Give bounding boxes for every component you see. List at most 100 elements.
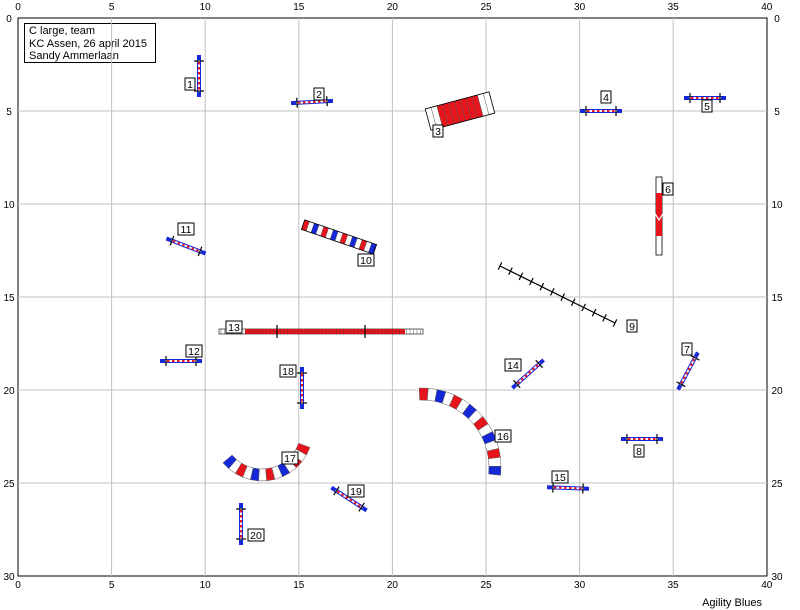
label-text: 9: [629, 321, 635, 333]
obstacle-label-2: 2: [313, 87, 325, 101]
jump-pole-stripe: [302, 101, 306, 104]
jump-1: [194, 55, 204, 97]
weave-pole: [518, 272, 524, 281]
jump-pole-stripe: [643, 438, 646, 440]
label-text: 13: [228, 322, 240, 334]
weave-pole: [529, 277, 534, 286]
jump-pole-stripe: [633, 438, 636, 440]
obstacle-label-9: 9: [626, 319, 638, 333]
jump-pole-stripe: [177, 360, 180, 362]
weave-pole: [549, 288, 555, 296]
label-box: [600, 90, 612, 104]
label-text: 19: [350, 486, 362, 498]
label-box: [247, 528, 265, 542]
y-tick-label-left: 30: [3, 572, 15, 583]
jump-pole-stripe: [187, 360, 190, 362]
jump-pole-stripe: [301, 389, 303, 392]
weave-poles-9: [497, 262, 618, 327]
jump-19: [330, 485, 368, 513]
jump-pole: [165, 360, 197, 362]
jump-pole-stripe: [322, 100, 326, 103]
jump-stand: [690, 354, 700, 361]
x-tick-label-bottom: 30: [574, 580, 586, 591]
jump-5: [684, 93, 726, 103]
label-box: [494, 429, 512, 443]
obstacle-label-7: 7: [681, 342, 693, 356]
label-text: 5: [704, 101, 710, 113]
x-tick-label-top: 20: [387, 2, 399, 13]
jump-pole-stripe: [301, 399, 303, 402]
x-tick-label-bottom: 35: [668, 580, 680, 591]
weave-pole: [497, 262, 503, 270]
obstacle-label-13: 13: [225, 320, 243, 334]
jump-pole-stripe: [573, 487, 577, 490]
jump-pole-stripe: [685, 371, 689, 376]
label-box: [177, 222, 195, 236]
x-tick-label-top: 40: [761, 2, 773, 13]
jump-pole: [585, 110, 617, 112]
label-text: 4: [603, 92, 609, 104]
jump-pole-stripe: [528, 370, 532, 375]
y-tick-label-left: 5: [6, 107, 12, 118]
obstacle-label-3: 3: [432, 124, 444, 138]
jump-pole-stripe: [167, 360, 170, 362]
jump-pole-stripe: [240, 515, 242, 518]
jump-pole-stripe: [689, 363, 693, 367]
dog-walk-13: [218, 325, 424, 338]
jump-pole-stripe: [612, 110, 615, 112]
label-text: 10: [360, 255, 372, 267]
course-title: C large, team: [29, 25, 96, 37]
jump-pole-stripe: [172, 240, 176, 243]
x-tick-label-bottom: 5: [109, 580, 115, 591]
jump-stand: [513, 379, 521, 389]
grid-lines: [18, 18, 767, 576]
obstacle-label-17: 17: [281, 451, 299, 465]
x-tick-label-top: 25: [480, 2, 492, 13]
jump-pole-stripe: [301, 394, 303, 397]
weave-base: [499, 265, 616, 324]
jump-pole-stripe: [638, 438, 641, 440]
jump-stand: [296, 97, 298, 108]
obstacles: [160, 55, 726, 545]
obstacle-label-1: 1: [184, 77, 196, 91]
jump-pole-stripe: [558, 486, 562, 489]
jump-14: [511, 358, 545, 390]
label-box: [185, 344, 203, 358]
obstacle-label-4: 4: [600, 90, 612, 104]
obstacle-label-10: 10: [357, 253, 375, 267]
label-box: [551, 470, 569, 484]
obstacle-label-5: 5: [701, 99, 713, 113]
x-tick-label-bottom: 40: [761, 580, 773, 591]
obstacle-label-18: 18: [279, 364, 297, 378]
label-box: [225, 320, 243, 334]
jump-pole-stripe: [181, 243, 185, 247]
jump-8: [621, 434, 663, 444]
x-tick-label-bottom: 15: [293, 580, 305, 591]
weave-pole: [581, 303, 586, 312]
jump-15: [546, 482, 590, 494]
jump-pole-stripe: [317, 100, 321, 103]
jump-pole-stripe: [653, 438, 656, 440]
jump-7: [676, 351, 700, 391]
jump-pole: [689, 97, 721, 99]
jump-pole-stripe: [553, 486, 557, 489]
jump-pole-stripe: [312, 100, 316, 103]
label-text: 14: [507, 360, 519, 372]
label-text: 7: [684, 344, 690, 356]
jump-pole-stripe: [301, 379, 303, 382]
course-judge: Sandy Ammerlaan: [29, 50, 119, 62]
jump-4: [580, 106, 622, 116]
jump-pole-stripe: [192, 360, 195, 362]
label-text: 8: [636, 446, 642, 458]
weave-pole: [508, 267, 513, 276]
course-event: KC Assen, 26 april 2015: [29, 37, 148, 50]
seesaw-6: [653, 176, 665, 256]
y-tick-label-right: 10: [771, 200, 783, 211]
label-text: 6: [665, 184, 671, 196]
jump-pole-stripe: [587, 110, 590, 112]
jump-pole-stripe: [706, 97, 709, 99]
label-box: [357, 253, 375, 267]
jump-pole-stripe: [301, 374, 303, 377]
